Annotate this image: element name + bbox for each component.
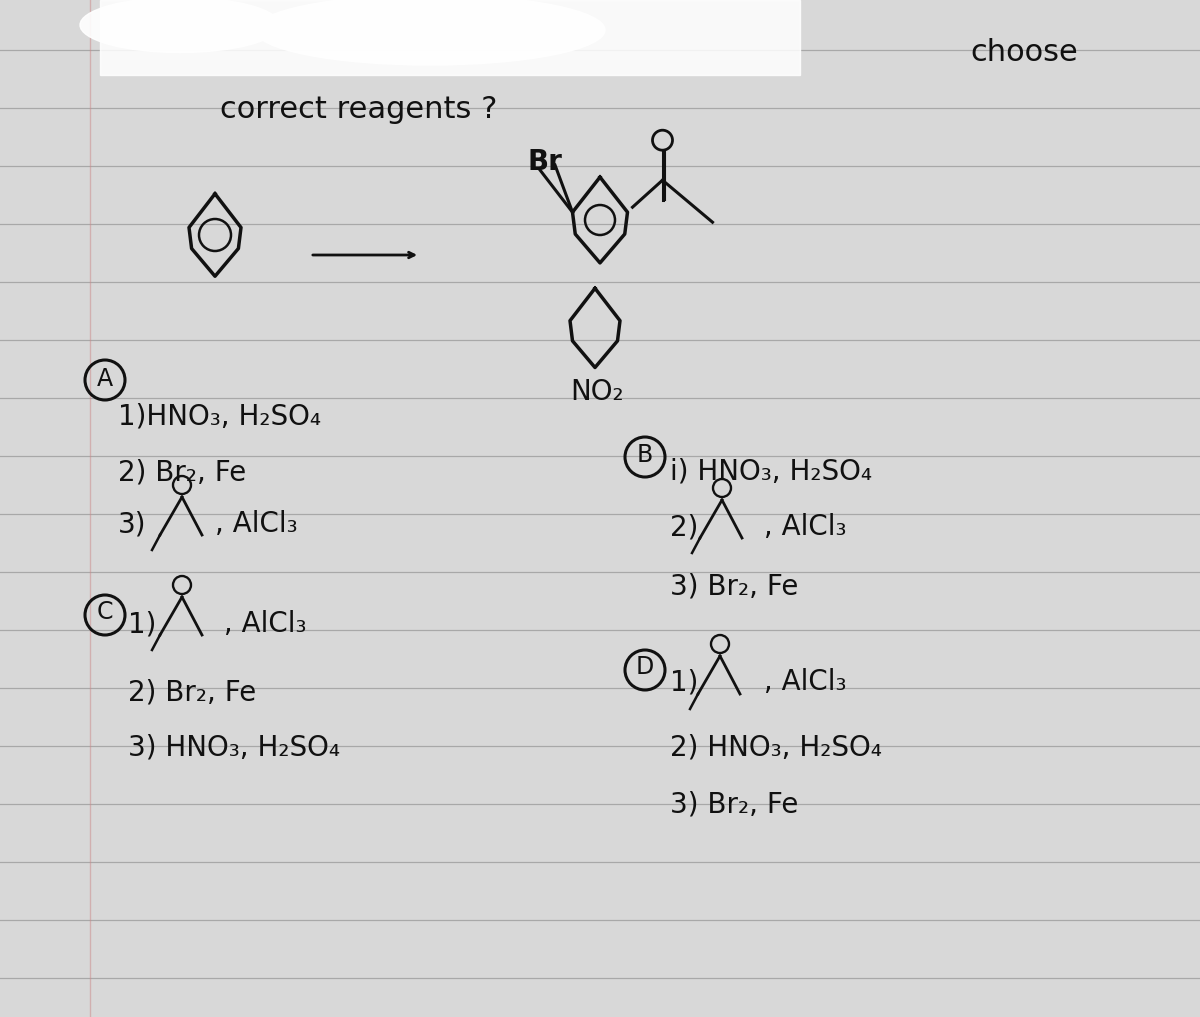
Ellipse shape [80, 0, 280, 53]
Text: C: C [97, 600, 113, 624]
Text: 1): 1) [670, 668, 698, 696]
Text: 1)HNO₃, H₂SO₄: 1)HNO₃, H₂SO₄ [118, 402, 322, 430]
Text: 3): 3) [118, 510, 146, 538]
Text: , AlCl₃: , AlCl₃ [755, 513, 846, 541]
Text: 3) Br₂, Fe: 3) Br₂, Fe [670, 572, 798, 600]
Text: 1): 1) [128, 610, 156, 638]
Text: , AlCl₃: , AlCl₃ [215, 610, 306, 638]
Text: 2) Br₂, Fe: 2) Br₂, Fe [118, 458, 246, 486]
Text: i) HNO₃, H₂SO₄: i) HNO₃, H₂SO₄ [670, 457, 872, 485]
Text: D: D [636, 655, 654, 679]
Text: B: B [637, 443, 653, 467]
Text: 2) HNO₃, H₂SO₄: 2) HNO₃, H₂SO₄ [670, 733, 882, 761]
Bar [100, 0, 800, 75]
Text: NO₂: NO₂ [570, 377, 624, 406]
Text: A: A [97, 367, 113, 391]
Text: 3) HNO₃, H₂SO₄: 3) HNO₃, H₂SO₄ [128, 733, 340, 761]
Ellipse shape [256, 0, 605, 65]
Text: correct reagents ?: correct reagents ? [220, 95, 497, 124]
Text: , AlCl₃: , AlCl₃ [755, 668, 846, 696]
Text: Br: Br [527, 148, 562, 176]
Text: 3) Br₂, Fe: 3) Br₂, Fe [670, 790, 798, 818]
Text: 2): 2) [670, 513, 698, 541]
Text: 2) Br₂, Fe: 2) Br₂, Fe [128, 678, 257, 706]
Text: choose: choose [970, 38, 1078, 67]
Text: , AlCl₃: , AlCl₃ [215, 510, 298, 538]
